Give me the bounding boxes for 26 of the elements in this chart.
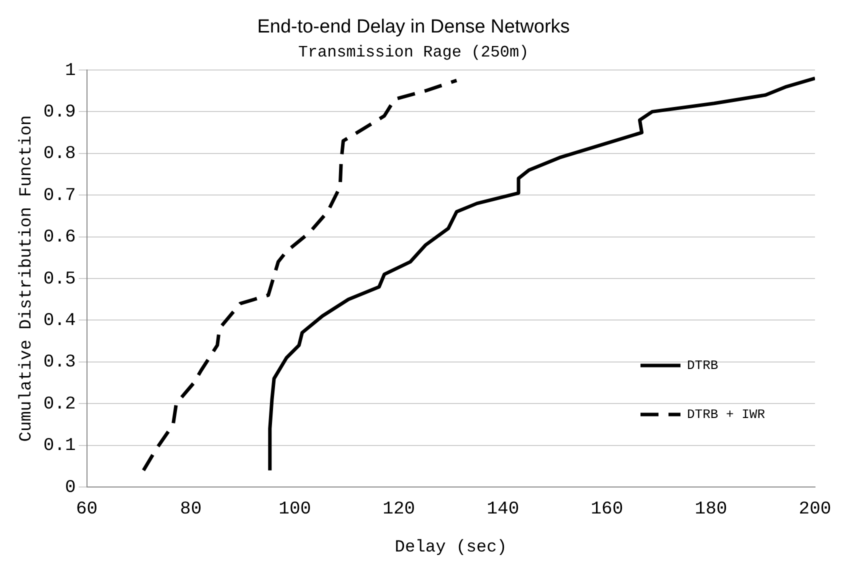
x-tick-label: 200: [798, 500, 832, 520]
y-tick-label: 0.9: [43, 102, 76, 122]
y-tick-label: 0: [64, 478, 76, 498]
y-tick-label: 0.8: [43, 144, 76, 164]
x-tick-label: 80: [180, 500, 202, 520]
x-axis-title: Delay (sec): [394, 538, 508, 558]
legend-label: DTRB + IWR: [686, 406, 766, 422]
x-tick-label: 60: [76, 500, 98, 520]
chart-title: End-to-end Delay in Dense Networks: [257, 16, 570, 38]
x-tick-label: 120: [382, 500, 416, 520]
y-tick-label: 0.5: [43, 269, 76, 290]
x-tick-label: 100: [278, 500, 312, 520]
line-series: [142, 78, 458, 472]
y-tick-label: 1: [64, 60, 76, 81]
chart-subtitle: Transmission Rage (250m): [298, 44, 529, 62]
y-axis-title: Cumulative Distribution Function: [18, 115, 37, 442]
y-tick-label: 0.4: [43, 310, 76, 331]
y-tick-label: 0.1: [43, 436, 76, 456]
y-tick-label: 0.6: [43, 228, 76, 248]
x-tick-label: 180: [694, 500, 728, 520]
y-tick-label: 0.3: [43, 352, 76, 373]
y-tick-label: 0.2: [43, 394, 76, 414]
x-tick-label: 160: [590, 500, 624, 520]
legend-label: DTRB: [686, 358, 718, 373]
y-tick-label: 0.7: [43, 186, 76, 206]
x-tick-label: 140: [486, 500, 520, 520]
